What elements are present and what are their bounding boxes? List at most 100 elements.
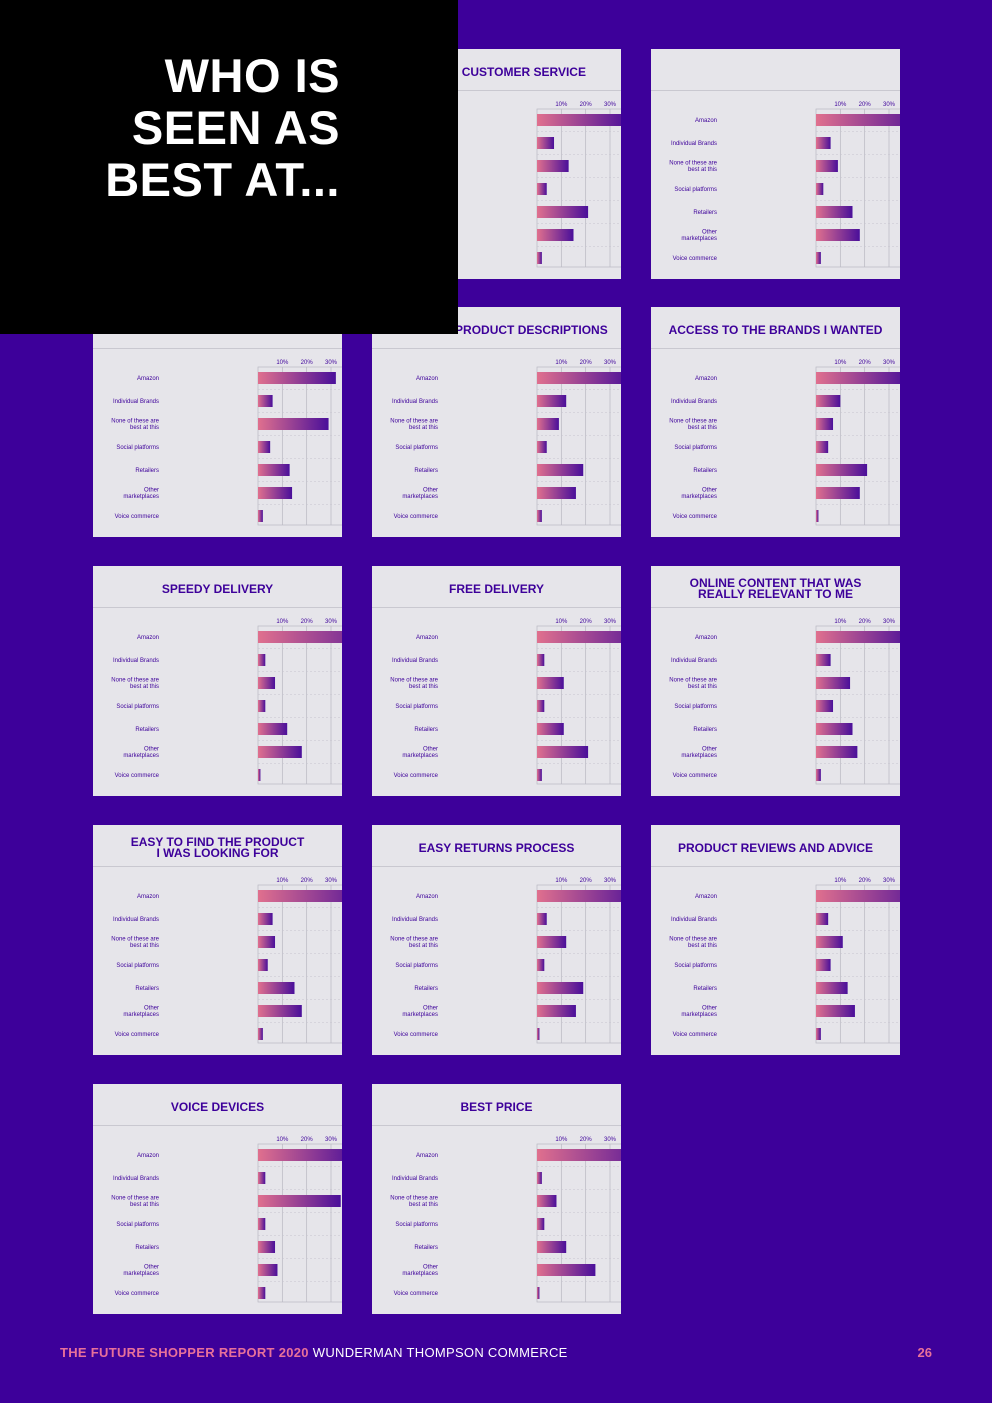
- bar: [537, 372, 621, 384]
- bar: [537, 252, 542, 264]
- bar: [816, 677, 851, 689]
- category-label: marketplaces: [402, 753, 438, 759]
- title-divider: [372, 1125, 621, 1126]
- bar-chart: 10%20%30%40%50%60%Amazon49%Individual Br…: [390, 619, 621, 785]
- category-label: None of these are: [669, 419, 717, 425]
- category-label: Social platforms: [674, 963, 717, 969]
- plot-frame: [536, 884, 621, 1044]
- bar: [258, 1218, 266, 1230]
- chart-title: [651, 55, 900, 89]
- x-tick-label: 20%: [301, 619, 314, 625]
- chart-panel: 10%20%30%40%50%60%Amazon41%Individual Br…: [93, 1084, 342, 1314]
- x-tick-label: 30%: [883, 878, 896, 884]
- bar: [816, 1005, 855, 1017]
- category-label: Amazon: [416, 1153, 438, 1159]
- chart-title: EASY TO FIND THE PRODUCT I WAS LOOKING F…: [130, 835, 305, 860]
- plot-frame: [536, 108, 621, 268]
- bar: [537, 1005, 576, 1017]
- chart-panel: 10%20%30%40%50%60%Amazon50%Individual Br…: [372, 1084, 621, 1314]
- category-label: None of these are: [390, 1196, 438, 1202]
- plot-frame: [815, 366, 900, 526]
- title-divider: [651, 90, 900, 91]
- category-label: Amazon: [137, 894, 159, 900]
- bar: [537, 913, 547, 925]
- x-tick-label: 10%: [555, 619, 568, 625]
- bar: [537, 700, 545, 712]
- bar: [816, 913, 829, 925]
- category-label: Retailers: [414, 727, 438, 733]
- bar: [816, 183, 824, 195]
- x-tick-label: 10%: [276, 619, 289, 625]
- x-tick-label: 20%: [301, 1137, 314, 1143]
- category-label: Voice commerce: [115, 773, 160, 779]
- x-tick-label: 30%: [325, 360, 338, 366]
- chart-panel: 10%20%30%40%50%60%Amazon48%Individual Br…: [651, 825, 900, 1055]
- bar: [537, 723, 564, 735]
- category-label: best at this: [130, 1202, 159, 1208]
- plot-frame: [536, 366, 621, 526]
- category-label: marketplaces: [123, 1012, 159, 1018]
- category-label: Voice commerce: [394, 514, 439, 520]
- bar: [258, 746, 302, 758]
- category-label: Social platforms: [674, 187, 717, 193]
- chart-panel: 10%20%30%40%50%60%Amazon49%Individual Br…: [372, 566, 621, 796]
- bar: [258, 1028, 263, 1040]
- category-label: Retailers: [135, 986, 159, 992]
- category-label: marketplaces: [681, 236, 717, 242]
- x-tick-label: 30%: [604, 619, 617, 625]
- bar: [258, 1195, 341, 1207]
- x-tick-label: 20%: [580, 360, 593, 366]
- bar: [258, 441, 271, 453]
- category-label: Retailers: [414, 986, 438, 992]
- title-divider: [372, 90, 621, 91]
- x-tick-label: 30%: [883, 360, 896, 366]
- x-tick-label: 30%: [604, 1137, 617, 1143]
- chart-panel: 10%20%30%40%50%60%Amazon47%Individual Br…: [651, 49, 900, 279]
- bar: [816, 631, 900, 643]
- category-label: Other: [144, 1006, 159, 1012]
- category-label: Retailers: [414, 468, 438, 474]
- bar: [258, 677, 276, 689]
- bar: [537, 769, 542, 781]
- category-label: None of these are: [669, 161, 717, 167]
- bar: [537, 936, 567, 948]
- bar: [537, 746, 589, 758]
- bar: [816, 464, 868, 476]
- category-label: Social platforms: [395, 1222, 438, 1228]
- category-label: Voice commerce: [115, 1032, 160, 1038]
- bar: [258, 936, 276, 948]
- chart-title: BEST PRICE: [460, 1099, 533, 1114]
- x-tick-label: 10%: [555, 878, 568, 884]
- category-label: best at this: [130, 684, 159, 690]
- category-label: Individual Brands: [113, 658, 159, 664]
- footer-company: WUNDERMAN THOMPSON COMMERCE: [312, 1345, 568, 1360]
- bar-chart: 10%20%30%40%50%60%Amazon48%Individual Br…: [111, 878, 342, 1044]
- category-label: Retailers: [135, 727, 159, 733]
- category-label: Voice commerce: [673, 773, 718, 779]
- heading-line-1: WHO IS: [164, 49, 340, 102]
- bar: [537, 229, 574, 241]
- category-label: Other: [144, 747, 159, 753]
- heading-line-3: BEST AT...: [105, 153, 340, 206]
- heading-line-2: SEEN AS: [131, 101, 340, 154]
- chart-title: ONLINE CONTENT THAT WAS REALLY RELEVANT …: [689, 576, 862, 601]
- bar: [537, 487, 576, 499]
- category-label: Retailers: [135, 468, 159, 474]
- category-label: None of these are: [390, 419, 438, 425]
- bar: [537, 631, 621, 643]
- category-label: Voice commerce: [394, 773, 439, 779]
- bar: [537, 1172, 542, 1184]
- bar-chart: 10%20%30%40%50%60%Amazon40%Individual Br…: [669, 619, 900, 785]
- bar: [537, 464, 584, 476]
- title-divider: [93, 1125, 342, 1126]
- bar: [537, 1195, 557, 1207]
- bar-chart: 10%20%30%40%50%60%Amazon32%Individual Br…: [111, 360, 342, 526]
- chart-title: VOICE DEVICES: [170, 1099, 265, 1114]
- category-label: Other: [702, 1006, 717, 1012]
- x-tick-label: 10%: [834, 102, 847, 108]
- bar: [537, 982, 584, 994]
- bar: [258, 1241, 276, 1253]
- bar: [258, 654, 266, 666]
- category-label: Social platforms: [674, 704, 717, 710]
- bar: [537, 959, 545, 971]
